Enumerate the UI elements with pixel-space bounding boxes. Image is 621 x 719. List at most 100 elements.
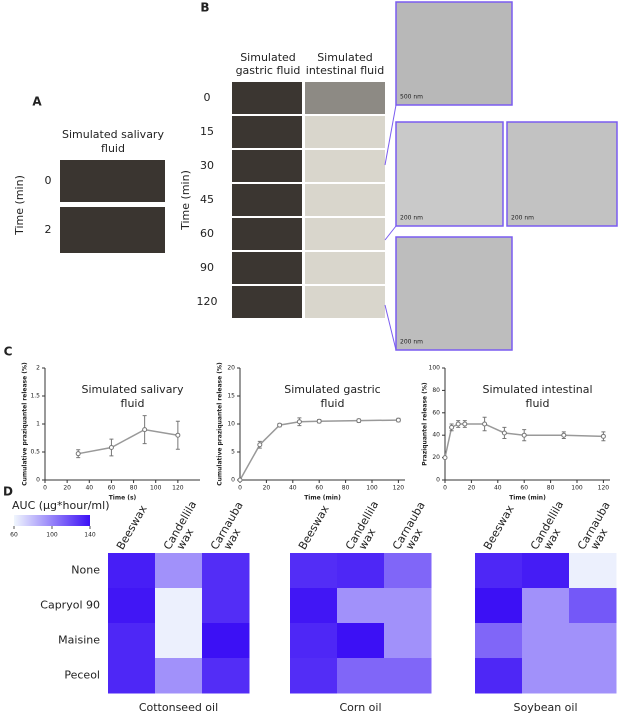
- heatmap-cell: [522, 588, 570, 624]
- line: [78, 428, 178, 455]
- panel-label: A: [32, 95, 42, 109]
- chart-title: Soybean oil: [513, 701, 577, 714]
- heatmap-cell: [290, 623, 338, 659]
- y-tick-label: 0: [436, 477, 440, 484]
- photo: [305, 116, 385, 148]
- y-axis-label: Cumulative praziquantel release (%): [22, 362, 29, 486]
- photo: [305, 184, 385, 216]
- y-axis-label: Praziquantel release (%): [422, 382, 429, 466]
- x-tick-label: 40: [289, 485, 297, 492]
- y-tick-label: 40: [432, 432, 440, 439]
- chart-title: Simulated gastric: [284, 383, 380, 396]
- heatmap-cell: [522, 623, 570, 659]
- panel-label: C: [4, 345, 13, 359]
- x-tick-label: 120: [598, 485, 610, 492]
- heatmap-cell: [155, 588, 203, 624]
- time-label: 90: [200, 261, 214, 274]
- column-label: intestinal fluid: [306, 64, 384, 77]
- heatmap-cell: [202, 658, 250, 694]
- y-axis-label: Cumulative praziquantel release (%): [217, 362, 224, 486]
- heatmap-cell: [337, 658, 385, 694]
- time-label: 60: [200, 227, 214, 240]
- marker: [356, 418, 362, 424]
- axis-label: Time (min): [13, 175, 26, 236]
- photo: [305, 82, 385, 114]
- colorbar: [14, 515, 90, 526]
- scale-bar: 200 nm: [511, 215, 534, 222]
- row-label: None: [71, 564, 100, 577]
- marker: [449, 424, 455, 430]
- marker: [455, 421, 461, 427]
- chart-title: fluid: [121, 397, 145, 410]
- photo: [305, 218, 385, 250]
- marker: [561, 432, 567, 438]
- colorbar-tick-label: 60: [10, 532, 18, 539]
- y-tick-label: 1.5: [30, 393, 40, 400]
- heatmap-cell: [569, 588, 617, 624]
- colorbar-label: AUC (µg*hour/ml): [12, 499, 110, 512]
- time-label: 30: [200, 159, 214, 172]
- scale-bar: 200 nm: [400, 215, 423, 222]
- heatmap-cell: [522, 658, 570, 694]
- time-label: 45: [200, 193, 214, 206]
- column-label: gastric fluid: [236, 64, 301, 77]
- heatmap-cell: [108, 553, 156, 589]
- y-tick-label: 20: [227, 365, 235, 372]
- photo: [232, 82, 302, 114]
- photo: [60, 160, 165, 202]
- heatmap-cell: [384, 658, 432, 694]
- heatmap-cell: [202, 623, 250, 659]
- marker: [175, 432, 181, 438]
- marker: [395, 417, 401, 423]
- time-label: 0: [45, 174, 52, 187]
- heatmap-cell: [337, 553, 385, 589]
- x-tick-label: 60: [520, 485, 528, 492]
- photo-grid: [232, 82, 385, 318]
- heatmap-cell: [155, 553, 203, 589]
- marker: [442, 455, 448, 461]
- column-label: Beeswax: [296, 503, 332, 552]
- y-tick-label: 80: [432, 387, 440, 394]
- connector: [384, 225, 397, 241]
- column-label: Beeswax: [481, 503, 517, 552]
- heatmap-cell: [569, 553, 617, 589]
- column-label: Beeswax: [114, 503, 150, 552]
- x-tick-label: 100: [571, 485, 583, 492]
- marker: [501, 430, 507, 436]
- marker: [482, 421, 488, 427]
- chart-title: Corn oil: [339, 701, 381, 714]
- line: [239, 419, 399, 481]
- heatmap-cell: [337, 623, 385, 659]
- panel-label: D: [3, 485, 13, 499]
- x-tick-label: 40: [85, 485, 93, 492]
- photo: [305, 286, 385, 318]
- marker: [277, 422, 283, 428]
- photo: [232, 218, 302, 250]
- time-label: 15: [200, 125, 214, 138]
- y-tick-label: 5: [231, 449, 235, 456]
- row-label: Peceol: [64, 669, 100, 682]
- photo: [232, 150, 302, 182]
- x-tick-label: 80: [342, 485, 350, 492]
- x-axis-label: Time (s): [109, 495, 137, 502]
- row-label: Capryol 90: [40, 599, 100, 612]
- heatmap-cell: [384, 553, 432, 589]
- chart-title: Cottonseed oil: [139, 701, 218, 714]
- heatmap-cell: [155, 658, 203, 694]
- x-tick-label: 60: [315, 485, 323, 492]
- tem-image: [395, 236, 513, 351]
- photo: [232, 252, 302, 284]
- column-label: Simulated: [240, 51, 296, 64]
- x-tick-label: 40: [494, 485, 502, 492]
- tem-image: [395, 121, 504, 227]
- time-label: 0: [204, 91, 211, 104]
- chart-title: fluid: [526, 397, 550, 410]
- heatmap-cell: [290, 658, 338, 694]
- marker: [462, 421, 468, 427]
- marker: [600, 433, 606, 439]
- tem-image: [395, 1, 513, 106]
- colorbar-tick-label: 100: [46, 532, 58, 539]
- marker: [296, 419, 302, 425]
- x-tick-label: 20: [63, 485, 71, 492]
